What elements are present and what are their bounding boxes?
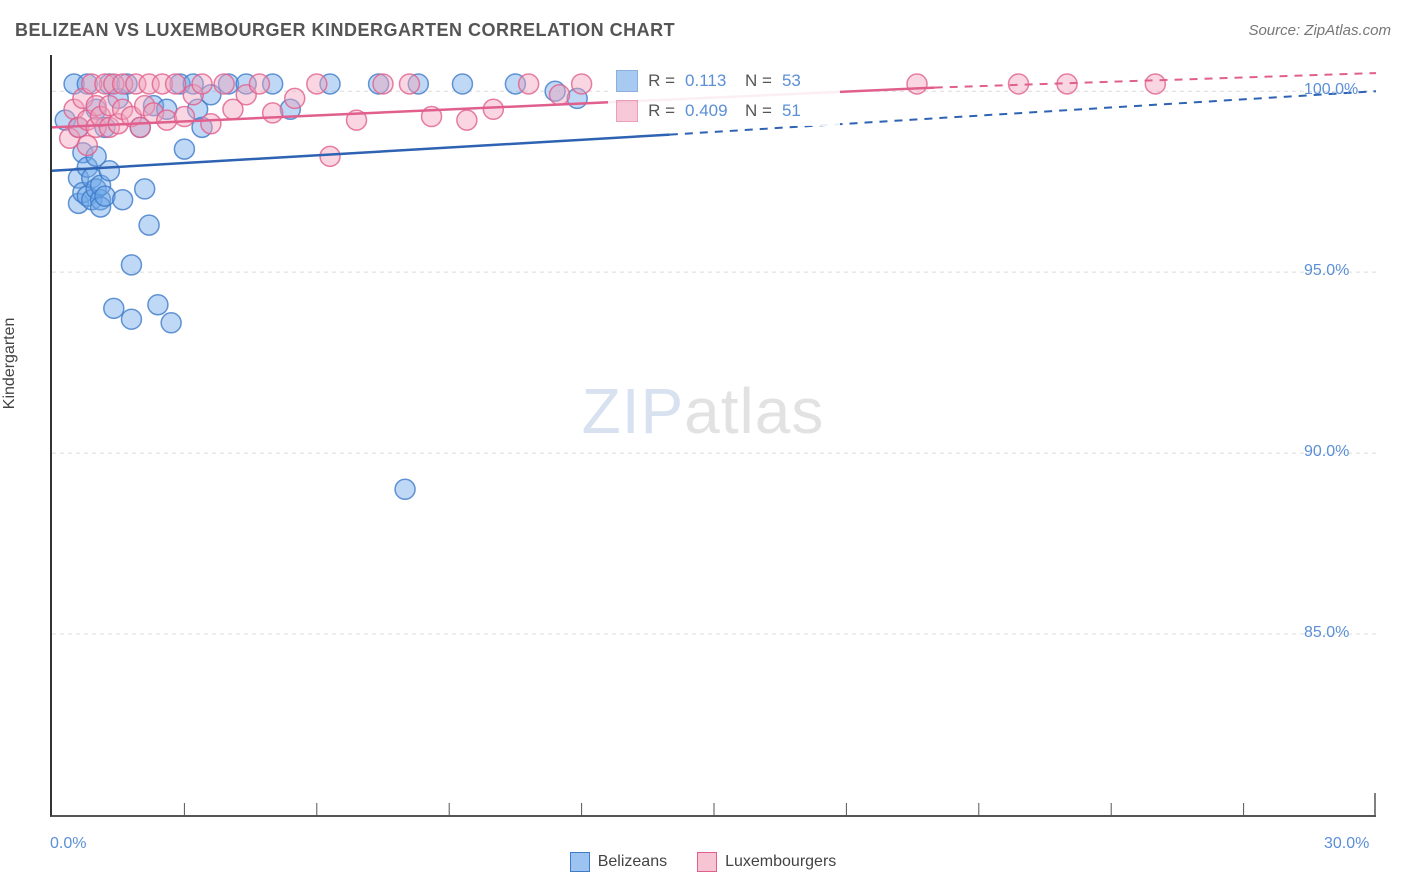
- chart-header: BELIZEAN VS LUXEMBOURGER KINDERGARTEN CO…: [15, 20, 1391, 41]
- legend-label: Belizeans: [598, 853, 667, 871]
- stats-r-value: 0.113: [685, 71, 735, 91]
- stats-n-value: 53: [782, 71, 832, 91]
- legend-swatch: [697, 852, 717, 872]
- ytick-label: 100.0%: [1304, 81, 1358, 99]
- stats-n-label: N =: [745, 101, 772, 121]
- chart-title: BELIZEAN VS LUXEMBOURGER KINDERGARTEN CO…: [15, 20, 675, 41]
- legend-label: Luxembourgers: [725, 853, 836, 871]
- stats-n-label: N =: [745, 71, 772, 91]
- legend-item: Luxembourgers: [697, 852, 836, 872]
- ytick-label: 90.0%: [1304, 443, 1349, 461]
- plot-area: ZIPatlas R =0.113N =53R =0.409N =51: [50, 55, 1376, 817]
- ytick-label: 85.0%: [1304, 624, 1349, 642]
- stats-r-label: R =: [648, 101, 675, 121]
- legend-item: Belizeans: [570, 852, 667, 872]
- bottom-legend: Belizeans Luxembourgers: [0, 852, 1406, 872]
- plot-svg: [52, 55, 1376, 815]
- stats-row: R = 0.113 N = 53: [608, 66, 840, 96]
- stats-n-value: 51: [782, 101, 832, 121]
- xtick-label: 30.0%: [1324, 835, 1369, 853]
- stats-r-label: R =: [648, 71, 675, 91]
- stats-r-value: 0.409: [685, 101, 735, 121]
- xtick-label: 0.0%: [50, 835, 86, 853]
- chart-container: BELIZEAN VS LUXEMBOURGER KINDERGARTEN CO…: [0, 0, 1406, 892]
- stats-swatch: [616, 70, 638, 92]
- stats-box: R = 0.113 N = 53 R = 0.409 N = 51: [608, 66, 840, 126]
- y-axis-label: Kindergarten: [1, 318, 19, 410]
- stats-swatch: [616, 100, 638, 122]
- ytick-label: 95.0%: [1304, 262, 1349, 280]
- stats-row: R = 0.409 N = 51: [608, 96, 840, 126]
- chart-source: Source: ZipAtlas.com: [1248, 22, 1391, 39]
- legend-swatch: [570, 852, 590, 872]
